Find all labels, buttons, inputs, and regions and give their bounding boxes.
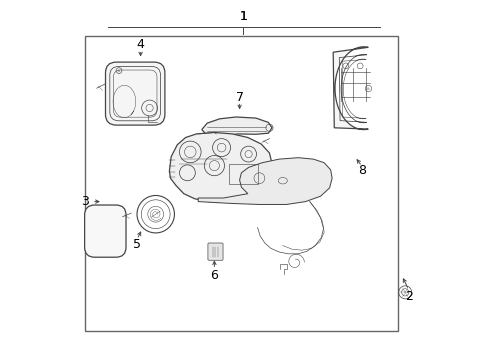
Text: 6: 6 [211, 269, 219, 282]
Text: 2: 2 [405, 291, 413, 303]
Polygon shape [202, 117, 272, 138]
Text: 8: 8 [358, 165, 366, 177]
Polygon shape [170, 132, 272, 202]
Polygon shape [198, 158, 332, 204]
Text: 5: 5 [133, 238, 141, 251]
Text: 4: 4 [137, 39, 145, 51]
FancyBboxPatch shape [208, 243, 223, 260]
FancyBboxPatch shape [105, 62, 165, 125]
FancyBboxPatch shape [85, 205, 126, 257]
Polygon shape [333, 47, 368, 130]
Bar [85, 36, 398, 331]
Text: 1: 1 [239, 10, 247, 23]
Bar [229, 164, 258, 184]
Text: 7: 7 [236, 91, 244, 104]
Text: 3: 3 [81, 195, 89, 208]
Text: 1: 1 [239, 10, 247, 23]
